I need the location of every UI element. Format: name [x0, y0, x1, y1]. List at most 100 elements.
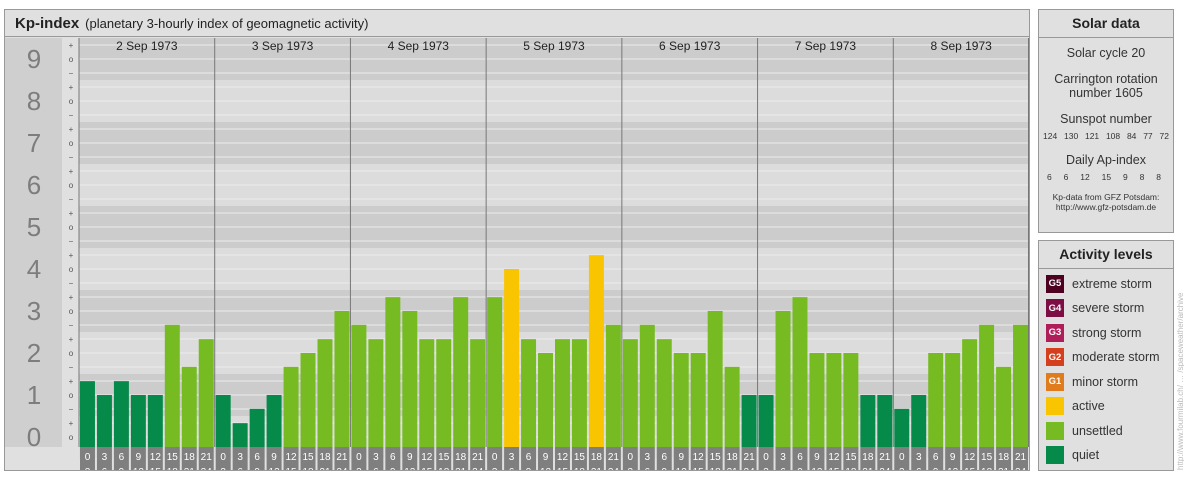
- y-level-label: 5: [27, 212, 41, 242]
- legend-label: unsettled: [1072, 423, 1123, 438]
- interval-end-label: 12: [404, 467, 416, 470]
- interval-start-label: 18: [727, 452, 739, 463]
- interval-start-label: 9: [814, 452, 820, 463]
- ap-values: 6 6 12 15 9 8 8: [1039, 172, 1173, 182]
- kp-bar: [707, 311, 723, 447]
- chart-subtitle: (planetary 3-hourly index of geomagnetic…: [85, 16, 369, 31]
- interval-end-label: 6: [509, 467, 515, 470]
- ap-value: 6: [1063, 172, 1069, 182]
- interval-end-label: 21: [455, 467, 467, 470]
- interval-cell: [453, 447, 469, 470]
- interval-start-label: 15: [438, 452, 450, 463]
- interval-end-label: 18: [981, 467, 993, 470]
- y-sublevel-label: o: [69, 139, 74, 148]
- interval-start-label: 0: [85, 452, 91, 463]
- y-level-label: 7: [27, 128, 41, 158]
- interval-cell: [911, 447, 927, 470]
- legend-item: G2 moderate storm: [1046, 348, 1160, 367]
- interval-cell: [181, 447, 197, 470]
- interval-start-label: 6: [390, 452, 396, 463]
- interval-start-label: 15: [167, 452, 179, 463]
- kp-bar: [266, 395, 282, 447]
- legend-item: active: [1046, 397, 1105, 416]
- kp-bar: [283, 366, 299, 447]
- kp-bar: [962, 339, 978, 447]
- kp-bar: [775, 311, 791, 447]
- kp-bar: [894, 408, 910, 447]
- y-sublevel-label: o: [69, 391, 74, 400]
- interval-end-label: 6: [237, 467, 243, 470]
- sunspot-value: 77: [1143, 131, 1153, 141]
- interval-start-label: 0: [356, 452, 362, 463]
- interval-end-label: 6: [780, 467, 786, 470]
- interval-end-label: 24: [472, 467, 484, 470]
- interval-start-label: 21: [879, 452, 891, 463]
- y-sublevel-label: o: [69, 349, 74, 358]
- legend-swatch: G1: [1046, 372, 1064, 391]
- interval-end-label: 21: [998, 467, 1010, 470]
- y-level-label: 9: [27, 44, 41, 74]
- interval-cell: [639, 447, 655, 470]
- chart-title: Kp-index: [15, 15, 80, 32]
- interval-start-label: 6: [254, 452, 260, 463]
- interval-start-label: 15: [302, 452, 314, 463]
- kp-bar: [96, 395, 112, 447]
- legend-label: extreme storm: [1072, 276, 1152, 291]
- ap-value: 9: [1122, 172, 1128, 182]
- interval-start-label: 21: [472, 452, 484, 463]
- interval-cell: [385, 447, 401, 470]
- interval-end-label: 24: [336, 467, 348, 470]
- y-sublevel-label: −: [69, 111, 74, 120]
- interval-cell: [826, 447, 842, 470]
- interval-start-label: 3: [102, 452, 108, 463]
- kp-bar: [538, 353, 553, 447]
- interval-start-label: 12: [150, 452, 162, 463]
- kp-bar: [928, 353, 944, 447]
- interval-start-label: 3: [645, 452, 651, 463]
- interval-cell: [1013, 447, 1028, 470]
- kp-bar: [1013, 324, 1028, 447]
- interval-start-label: 3: [780, 452, 786, 463]
- interval-end-label: 18: [710, 467, 722, 470]
- interval-cell: [605, 447, 621, 470]
- interval-cell: [317, 447, 333, 470]
- interval-end-label: 9: [390, 467, 396, 470]
- interval-cell: [215, 447, 231, 470]
- y-level-label: 1: [27, 380, 41, 410]
- activity-title: Activity levels: [1039, 241, 1173, 269]
- interval-start-label: 3: [916, 452, 922, 463]
- kp-bar: [80, 381, 95, 447]
- interval-end-label: 6: [916, 467, 922, 470]
- interval-end-label: 24: [608, 467, 620, 470]
- interval-end-label: 18: [845, 467, 857, 470]
- kp-bar: [334, 311, 350, 447]
- interval-end-label: 15: [150, 467, 162, 470]
- activity-levels-panel: Activity levels G5 extreme storm G4 severe …: [1038, 240, 1174, 471]
- interval-end-label: 12: [811, 467, 823, 470]
- interval-start-label: 18: [591, 452, 603, 463]
- kp-bar: [164, 324, 180, 447]
- interval-end-label: 24: [201, 467, 213, 470]
- interval-cell: [436, 447, 452, 470]
- interval-cell: [164, 447, 180, 470]
- interval-start-label: 21: [744, 452, 756, 463]
- source-label: Kp-data from GFZ Potsdam:: [1052, 192, 1160, 202]
- y-sublevel-label: +: [69, 251, 74, 260]
- source-link[interactable]: http://www.gfz-potsdam.de: [1055, 202, 1157, 212]
- y-sublevel-label: +: [69, 41, 74, 50]
- kp-bar: [945, 353, 961, 447]
- y-sublevel-label: o: [69, 223, 74, 232]
- interval-start-label: 18: [455, 452, 467, 463]
- kp-bar: [300, 353, 316, 447]
- y-sublevel-label: −: [69, 69, 74, 78]
- kp-bar: [622, 339, 638, 447]
- kp-chart-panel: 0 1 2 3 4 5 6 7 8 9 + o + o − + o − + o − + o − + o − + o − + o − + o − + o −2…: [4, 9, 1030, 471]
- interval-cell: [588, 447, 604, 470]
- interval-cell: [673, 447, 689, 470]
- y-axis-column: [5, 38, 62, 447]
- interval-cell: [877, 447, 893, 470]
- interval-cell: [809, 447, 825, 470]
- interval-cell: [894, 447, 910, 470]
- interval-start-label: 18: [862, 452, 874, 463]
- interval-end-label: 3: [628, 467, 634, 470]
